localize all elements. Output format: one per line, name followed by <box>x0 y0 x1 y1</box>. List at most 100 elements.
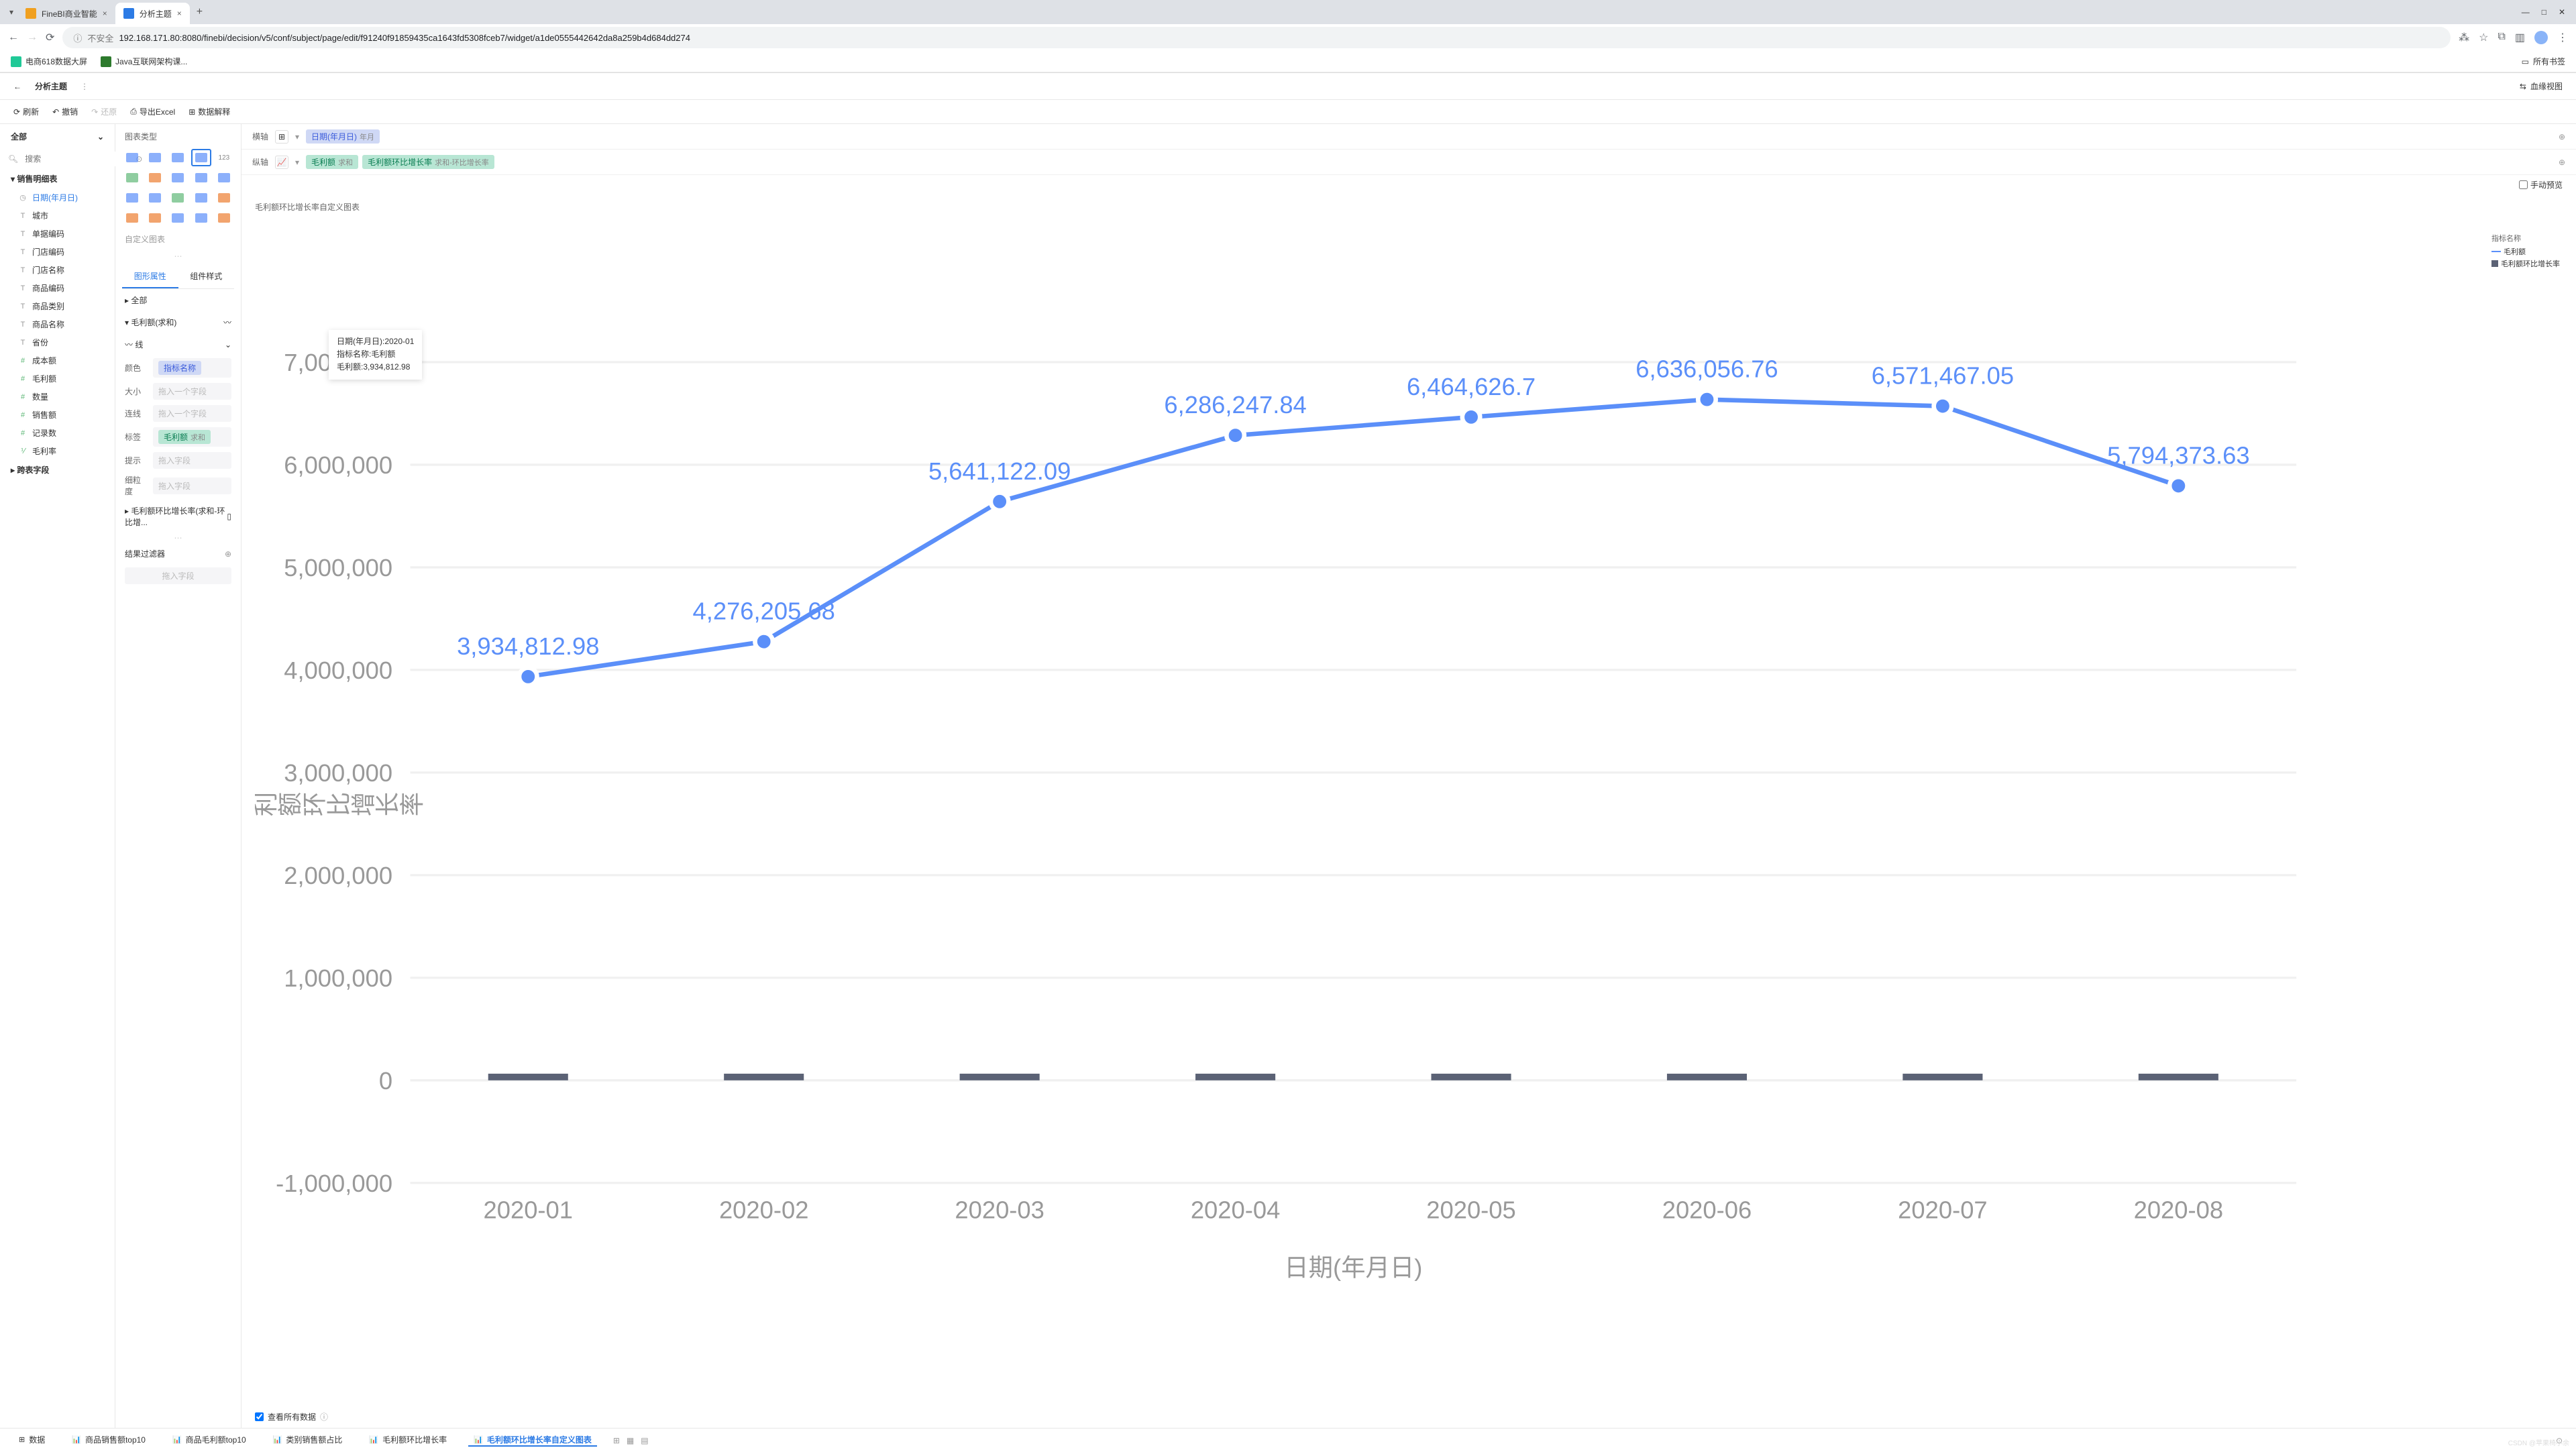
chart-type-option[interactable] <box>191 149 211 166</box>
bar-type-icon[interactable]: ▯ <box>227 512 231 521</box>
field-item[interactable]: #销售额 <box>0 406 115 424</box>
browser-tab[interactable]: 分析主题 × <box>115 3 190 24</box>
section-rate[interactable]: ▸ 毛利额环比增长率(求和-环比增...▯ <box>115 500 241 533</box>
field-type-icon: T <box>19 339 27 347</box>
info-icon[interactable]: ⓘ <box>320 1411 328 1422</box>
close-icon[interactable]: × <box>177 9 182 18</box>
bottom-tab[interactable]: 📊毛利额环比增长率自定义图表 <box>468 1434 597 1447</box>
chart-type-option[interactable] <box>214 189 234 207</box>
chart-type-option[interactable] <box>168 209 188 227</box>
menu-icon[interactable]: ⋮ <box>2557 31 2568 44</box>
y-axis-settings-icon[interactable]: ⊕ <box>2559 158 2565 167</box>
field-item[interactable]: ⅟毛利率 <box>0 442 115 460</box>
chart-type-option[interactable] <box>191 189 211 207</box>
undo-button[interactable]: ↶撤销 <box>52 106 78 117</box>
x-axis-settings-icon[interactable]: ⊕ <box>2559 132 2565 142</box>
field-item[interactable]: T单据编码 <box>0 225 115 243</box>
browser-tab[interactable]: FineBI商业智能 × <box>17 3 115 24</box>
chart-type-option[interactable] <box>168 169 188 186</box>
bottom-tab[interactable]: 📊商品毛利额top10 <box>167 1434 252 1445</box>
x-axis-type-icon[interactable]: ⊞ <box>275 130 288 144</box>
forward-button[interactable]: → <box>27 32 38 44</box>
chart-type-option[interactable] <box>122 149 142 166</box>
address-field[interactable]: ⓘ 不安全 192.168.171.80:8080/finebi/decisio… <box>62 27 2451 48</box>
chart-type-option[interactable] <box>168 149 188 166</box>
chart-type-option[interactable] <box>122 169 142 186</box>
more-icon[interactable]: ⋮ <box>80 82 89 91</box>
chart-type-option[interactable] <box>122 209 142 227</box>
field-item[interactable]: ◷日期(年月日) <box>0 188 115 207</box>
field-item[interactable]: T商品编码 <box>0 279 115 297</box>
view-mode-icon[interactable]: ▦ <box>627 1436 634 1445</box>
field-item[interactable]: #成本额 <box>0 351 115 370</box>
back-button[interactable]: ← <box>8 32 19 44</box>
back-icon[interactable]: ← <box>13 82 21 91</box>
bottom-tab[interactable]: 📊商品销售额top10 <box>66 1434 151 1445</box>
field-item[interactable]: T省份 <box>0 333 115 351</box>
field-item[interactable]: T门店名称 <box>0 261 115 279</box>
chart-type-option[interactable] <box>122 189 142 207</box>
y-axis-pill[interactable]: 毛利额 求和 <box>306 155 358 169</box>
line-type-icon[interactable]: 〰 <box>223 317 231 328</box>
tab-shape-props[interactable]: 图形属性 <box>122 265 178 288</box>
bookmark-item[interactable]: 电商618数据大屏 <box>11 56 87 67</box>
field-item[interactable]: #记录数 <box>0 424 115 442</box>
bookmark-item[interactable]: Java互联网架构课... <box>101 56 187 67</box>
chart-type-option[interactable] <box>214 169 234 186</box>
chart-type-option[interactable] <box>145 189 165 207</box>
profile-icon[interactable] <box>2534 31 2548 44</box>
field-group[interactable]: ▾ 销售明细表 <box>0 169 115 188</box>
field-item[interactable]: T门店编码 <box>0 243 115 261</box>
field-item[interactable]: #毛利额 <box>0 370 115 388</box>
bookmark-star-icon[interactable]: ☆ <box>2479 31 2488 44</box>
section-measure[interactable]: ▾ 毛利额(求和)〰 <box>115 311 241 333</box>
filter-settings-icon[interactable]: ⊕ <box>225 549 231 559</box>
chart-type-option[interactable] <box>145 209 165 227</box>
chart-type-option[interactable] <box>191 209 211 227</box>
label-tag[interactable]: 毛利额求和 <box>158 430 211 444</box>
manual-preview-checkbox[interactable]: 手动预览 <box>2519 179 2563 190</box>
view-mode-icon[interactable]: ▤ <box>641 1436 648 1445</box>
view-mode-icon[interactable]: ⊞ <box>613 1436 620 1445</box>
chart-type-option[interactable] <box>214 209 234 227</box>
x-axis-pill[interactable]: 日期(年月日) 年月 <box>306 129 380 144</box>
refresh-button[interactable]: ⟳刷新 <box>13 106 39 117</box>
field-item[interactable]: T商品类别 <box>0 297 115 315</box>
toolbar-label: 撤销 <box>62 106 78 117</box>
new-tab-button[interactable]: + <box>190 6 209 18</box>
field-item[interactable]: #数量 <box>0 388 115 406</box>
chart-type-option[interactable] <box>191 169 211 186</box>
y-axis-pill[interactable]: 毛利额环比增长率 求和-环比增长率 <box>362 155 494 169</box>
chart-type-option[interactable] <box>145 169 165 186</box>
line-type-row[interactable]: 〰 线⌄ <box>115 333 241 355</box>
export-button[interactable]: ⎙导出Excel <box>130 106 175 117</box>
minimize-icon[interactable]: ― <box>2522 7 2530 17</box>
dataset-selector[interactable]: 全部 ⌄ <box>0 124 115 149</box>
section-all[interactable]: ▸ 全部 <box>115 289 241 311</box>
translate-icon[interactable]: ⁂ <box>2459 31 2469 44</box>
y-axis-type-icon[interactable]: 📈 <box>275 156 288 169</box>
bottom-tab[interactable]: ⊞数据 <box>13 1434 50 1445</box>
tab-list-caret-icon[interactable]: ▾ <box>5 7 17 17</box>
chart-type-option[interactable] <box>168 189 188 207</box>
extensions-icon[interactable]: ⧉ <box>2498 31 2505 44</box>
chart-type-option[interactable]: 123 <box>214 149 234 166</box>
tab-component-style[interactable]: 组件样式 <box>178 265 235 288</box>
view-all-checkbox[interactable] <box>255 1412 264 1421</box>
chart-type-option[interactable] <box>145 149 165 166</box>
lineage-button[interactable]: ⇆ 血缘视图 <box>2520 80 2563 92</box>
close-window-icon[interactable]: ✕ <box>2559 7 2565 17</box>
all-bookmarks-button[interactable]: ▭ 所有书签 <box>2522 56 2565 67</box>
color-tag[interactable]: 指标名称 <box>158 361 201 375</box>
reload-button[interactable]: ⟳ <box>46 31 54 44</box>
close-icon[interactable]: × <box>103 9 107 18</box>
explain-button[interactable]: ⊞数据解释 <box>189 106 230 117</box>
maximize-icon[interactable]: □ <box>2542 7 2546 17</box>
field-item[interactable]: T城市 <box>0 207 115 225</box>
side-panel-icon[interactable]: ▥ <box>2515 31 2525 44</box>
chevron-down-icon: ⌄ <box>97 132 104 142</box>
bottom-tab[interactable]: 📊类别销售额占比 <box>268 1434 348 1445</box>
field-group[interactable]: ▸ 跨表字段 <box>0 460 115 480</box>
field-item[interactable]: T商品名称 <box>0 315 115 333</box>
bottom-tab[interactable]: 📊毛利额环比增长率 <box>364 1434 452 1445</box>
